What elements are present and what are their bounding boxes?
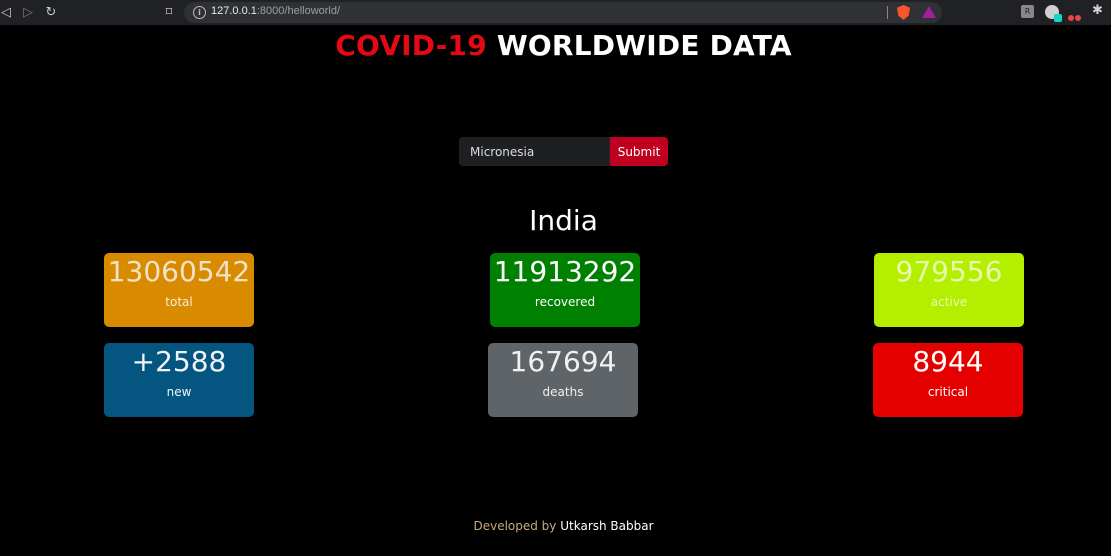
stat-value: 167694 [509,345,617,378]
footer: Developed by Utkarsh Babbar [0,519,1111,533]
stat-card-recovered: 11913292 recovered [490,253,640,327]
stat-value: +2588 [131,345,227,378]
country-search-form: Submit [459,137,668,166]
brave-shield-icon[interactable] [897,5,910,20]
brave-rewards-icon[interactable] [922,6,936,18]
stat-value: 8944 [912,345,984,378]
extension-icon[interactable] [1068,6,1082,21]
url-host: 127.0.0.1 [211,5,257,17]
stat-label: recovered [534,295,596,309]
stat-label: total [165,295,193,309]
address-bar[interactable]: i 127.0.0.1:8000/helloworld/ [184,2,942,23]
stat-card-critical: 8944 critical [873,343,1023,417]
reload-icon[interactable]: ↻ [45,4,57,20]
footer-prefix: Developed by [473,519,557,533]
stat-value: 13060542 [107,255,251,288]
stat-card-deaths: 167694 deaths [488,343,638,417]
stat-card-total: 13060542 total [104,253,254,327]
page-title: COVID-19 WORLDWIDE DATA [0,29,1111,62]
submit-button[interactable]: Submit [610,137,668,166]
extension-icon[interactable]: R [1021,5,1034,18]
title-rest: WORLDWIDE DATA [496,29,792,62]
stat-label: deaths [542,385,584,399]
title-accent: COVID-19 [335,29,487,62]
country-input[interactable] [459,137,610,166]
url-divider [887,6,888,19]
stat-label: new [166,385,192,399]
browser-toolbar: ◁ ▷ ↻ ⌑ i 127.0.0.1:8000/helloworld/ R ✱ [0,0,1111,25]
stat-label: critical [927,385,969,399]
footer-author: Utkarsh Babbar [560,519,654,533]
stat-label: active [930,295,968,309]
extensions-puzzle-icon[interactable]: ✱ [1092,3,1103,18]
country-name: India [529,204,598,237]
stat-value: 979556 [895,255,1003,288]
url-path: :8000/helloworld/ [256,5,341,17]
site-info-icon[interactable]: i [193,6,206,19]
back-icon[interactable]: ◁ [1,4,11,20]
stat-card-active: 979556 active [874,253,1024,327]
url-text[interactable]: 127.0.0.1:8000/helloworld/ [211,5,340,17]
bookmark-icon[interactable]: ⌑ [165,4,173,20]
extension-icon[interactable] [1045,5,1062,22]
stat-value: 11913292 [493,255,637,288]
stat-card-new: +2588 new [104,343,254,417]
forward-icon[interactable]: ▷ [23,4,33,20]
